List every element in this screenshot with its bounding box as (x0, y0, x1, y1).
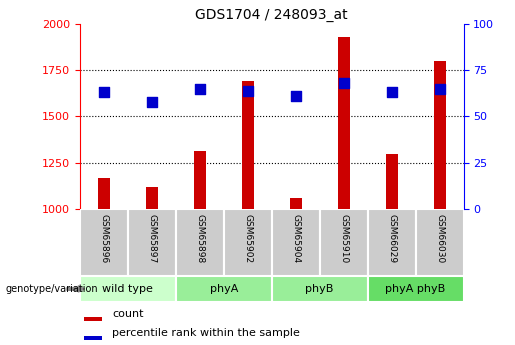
Text: phyA phyB: phyA phyB (385, 284, 445, 294)
Point (148, 99, 156, 105)
Text: wild type: wild type (102, 284, 153, 294)
Bar (80, 276, 176, 302)
Bar (176, 209, 224, 276)
Text: GSM65896: GSM65896 (99, 214, 108, 263)
Bar (289, 198, 302, 209)
Bar (242, 81, 254, 209)
Bar (368, 276, 464, 302)
Text: count: count (112, 309, 144, 319)
Point (196, 86, 204, 91)
Bar (272, 276, 368, 302)
Text: GSM66030: GSM66030 (435, 214, 444, 263)
Text: GSM65902: GSM65902 (243, 214, 252, 263)
Bar (368, 209, 416, 276)
Bar (434, 61, 445, 209)
Text: GSM65898: GSM65898 (195, 214, 204, 263)
Point (435, 86, 443, 91)
Bar (176, 276, 272, 302)
Bar (80, 209, 128, 276)
Bar (272, 209, 320, 276)
Text: GSM66029: GSM66029 (387, 214, 396, 263)
Point (339, 80, 348, 86)
Bar (146, 187, 158, 209)
Text: GSM65897: GSM65897 (147, 214, 156, 263)
Point (100, 90, 108, 95)
Bar (128, 209, 176, 276)
Bar (98, 178, 110, 209)
Bar (416, 209, 464, 276)
Text: GSM65904: GSM65904 (291, 214, 300, 263)
Bar (83, 317, 101, 321)
Point (387, 90, 396, 95)
Bar (224, 209, 272, 276)
Bar (83, 336, 101, 339)
Point (291, 93, 300, 99)
Text: genotype/variation: genotype/variation (5, 284, 98, 294)
Bar (194, 150, 205, 209)
Text: phyB: phyB (305, 284, 334, 294)
Text: percentile rank within the sample: percentile rank within the sample (112, 328, 300, 338)
Bar (320, 209, 368, 276)
Text: GSM65910: GSM65910 (339, 214, 348, 263)
Bar (386, 154, 398, 209)
Text: phyA: phyA (210, 284, 238, 294)
Point (244, 88, 252, 93)
Bar (338, 37, 350, 209)
Title: GDS1704 / 248093_at: GDS1704 / 248093_at (195, 8, 348, 22)
